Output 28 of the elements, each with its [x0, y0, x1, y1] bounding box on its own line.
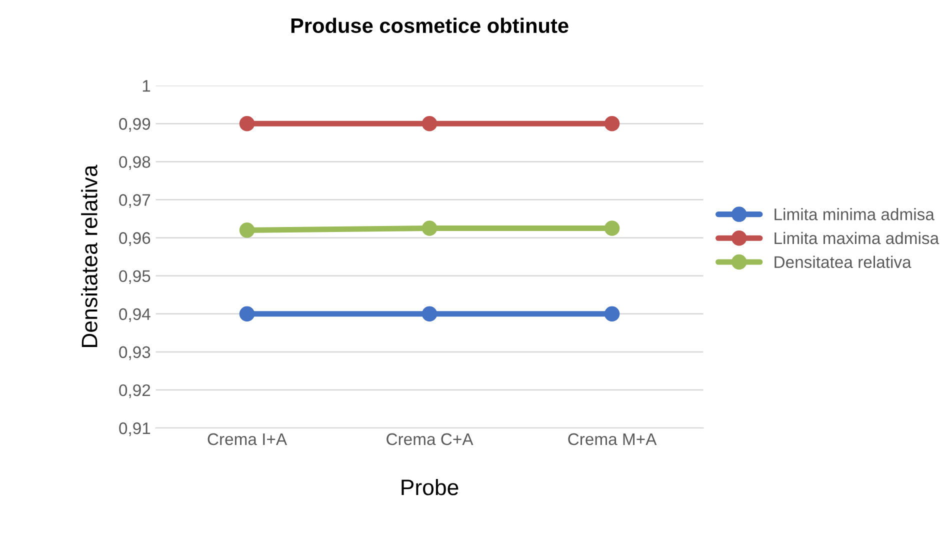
point	[239, 306, 255, 322]
point	[604, 116, 620, 132]
x-tick-label: Crema C+A	[386, 433, 474, 446]
point	[422, 220, 438, 236]
y-tick-label: 0,97	[119, 194, 150, 208]
y-tick-label: 0,91	[119, 422, 150, 436]
y-tick-label: 1	[142, 80, 150, 92]
point	[239, 222, 255, 238]
x-tick-label: Crema I+A	[208, 433, 288, 446]
x-tick-label: Crema M+A	[568, 433, 657, 446]
y-axis-title: Densitatea relativa	[81, 164, 98, 347]
y-tick-label: 0,93	[119, 346, 150, 360]
point	[604, 306, 620, 322]
y-tick-label: 0,96	[119, 232, 150, 246]
legend-label: Densitatea relativa	[774, 256, 912, 268]
legend-label: Limita maxima admisa	[774, 232, 940, 244]
x-axis-title: Probe	[402, 478, 458, 496]
point	[422, 306, 438, 322]
y-tick-label: 0,94	[119, 308, 150, 322]
y-tick-label: 0,98	[119, 156, 150, 170]
y-tick-label: 0,92	[119, 384, 150, 398]
legend-label: Limita minima admisa	[774, 208, 934, 220]
y-tick-label: 0,99	[119, 118, 150, 132]
chart-title: Produse cosmetice obtinute	[291, 18, 568, 34]
point	[422, 116, 438, 132]
point	[239, 116, 255, 132]
y-tick-label: 0,95	[119, 270, 150, 284]
point	[604, 220, 620, 236]
